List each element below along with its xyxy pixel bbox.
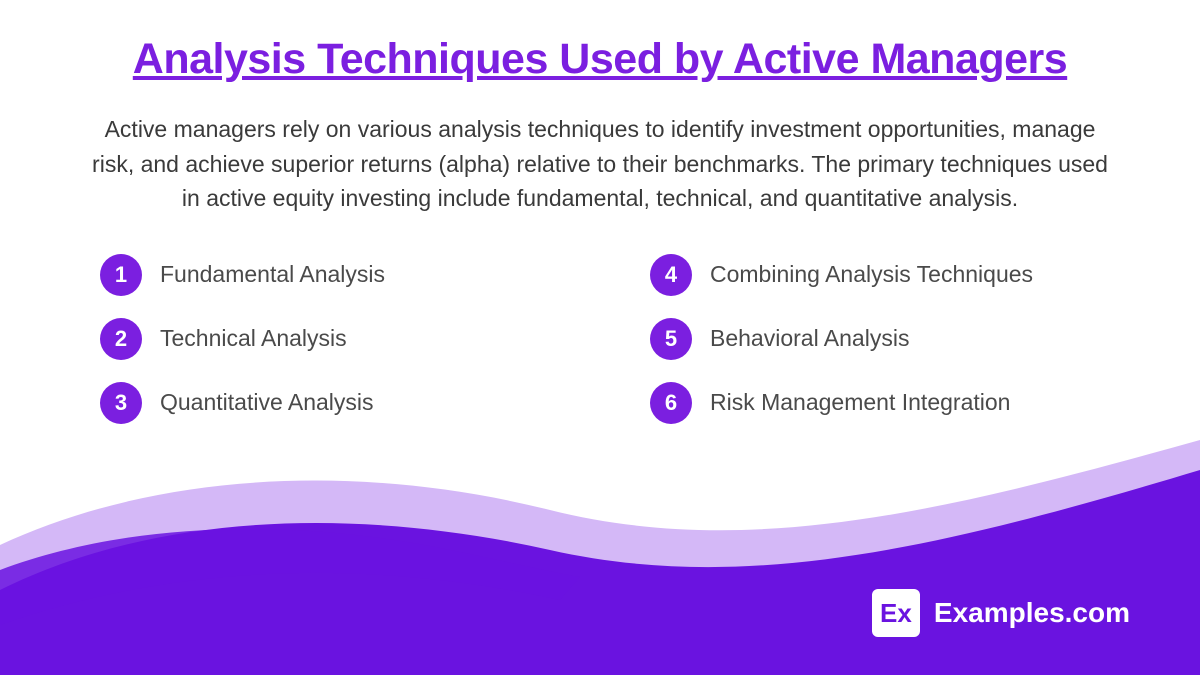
page-title: Analysis Techniques Used by Active Manag… — [60, 35, 1140, 84]
logo-text: Examples.com — [934, 597, 1130, 629]
item-label: Quantitative Analysis — [160, 389, 374, 416]
techniques-list: 1 Fundamental Analysis 4 Combining Analysis… — [60, 254, 1140, 424]
logo-icon: Ex — [872, 589, 920, 637]
list-item: 5 Behavioral Analysis — [650, 318, 1140, 360]
item-label: Combining Analysis Techniques — [710, 261, 1033, 288]
number-badge: 1 — [100, 254, 142, 296]
number-badge: 3 — [100, 382, 142, 424]
item-label: Behavioral Analysis — [710, 325, 909, 352]
list-item: 4 Combining Analysis Techniques — [650, 254, 1140, 296]
brand-logo: Ex Examples.com — [872, 589, 1130, 637]
list-item: 3 Quantitative Analysis — [100, 382, 590, 424]
number-badge: 6 — [650, 382, 692, 424]
item-label: Risk Management Integration — [710, 389, 1010, 416]
number-badge: 5 — [650, 318, 692, 360]
list-item: 1 Fundamental Analysis — [100, 254, 590, 296]
number-badge: 2 — [100, 318, 142, 360]
description-text: Active managers rely on various analysis… — [60, 112, 1140, 216]
number-badge: 4 — [650, 254, 692, 296]
content-container: Analysis Techniques Used by Active Manag… — [0, 0, 1200, 424]
item-label: Fundamental Analysis — [160, 261, 385, 288]
list-item: 6 Risk Management Integration — [650, 382, 1140, 424]
list-item: 2 Technical Analysis — [100, 318, 590, 360]
item-label: Technical Analysis — [160, 325, 347, 352]
